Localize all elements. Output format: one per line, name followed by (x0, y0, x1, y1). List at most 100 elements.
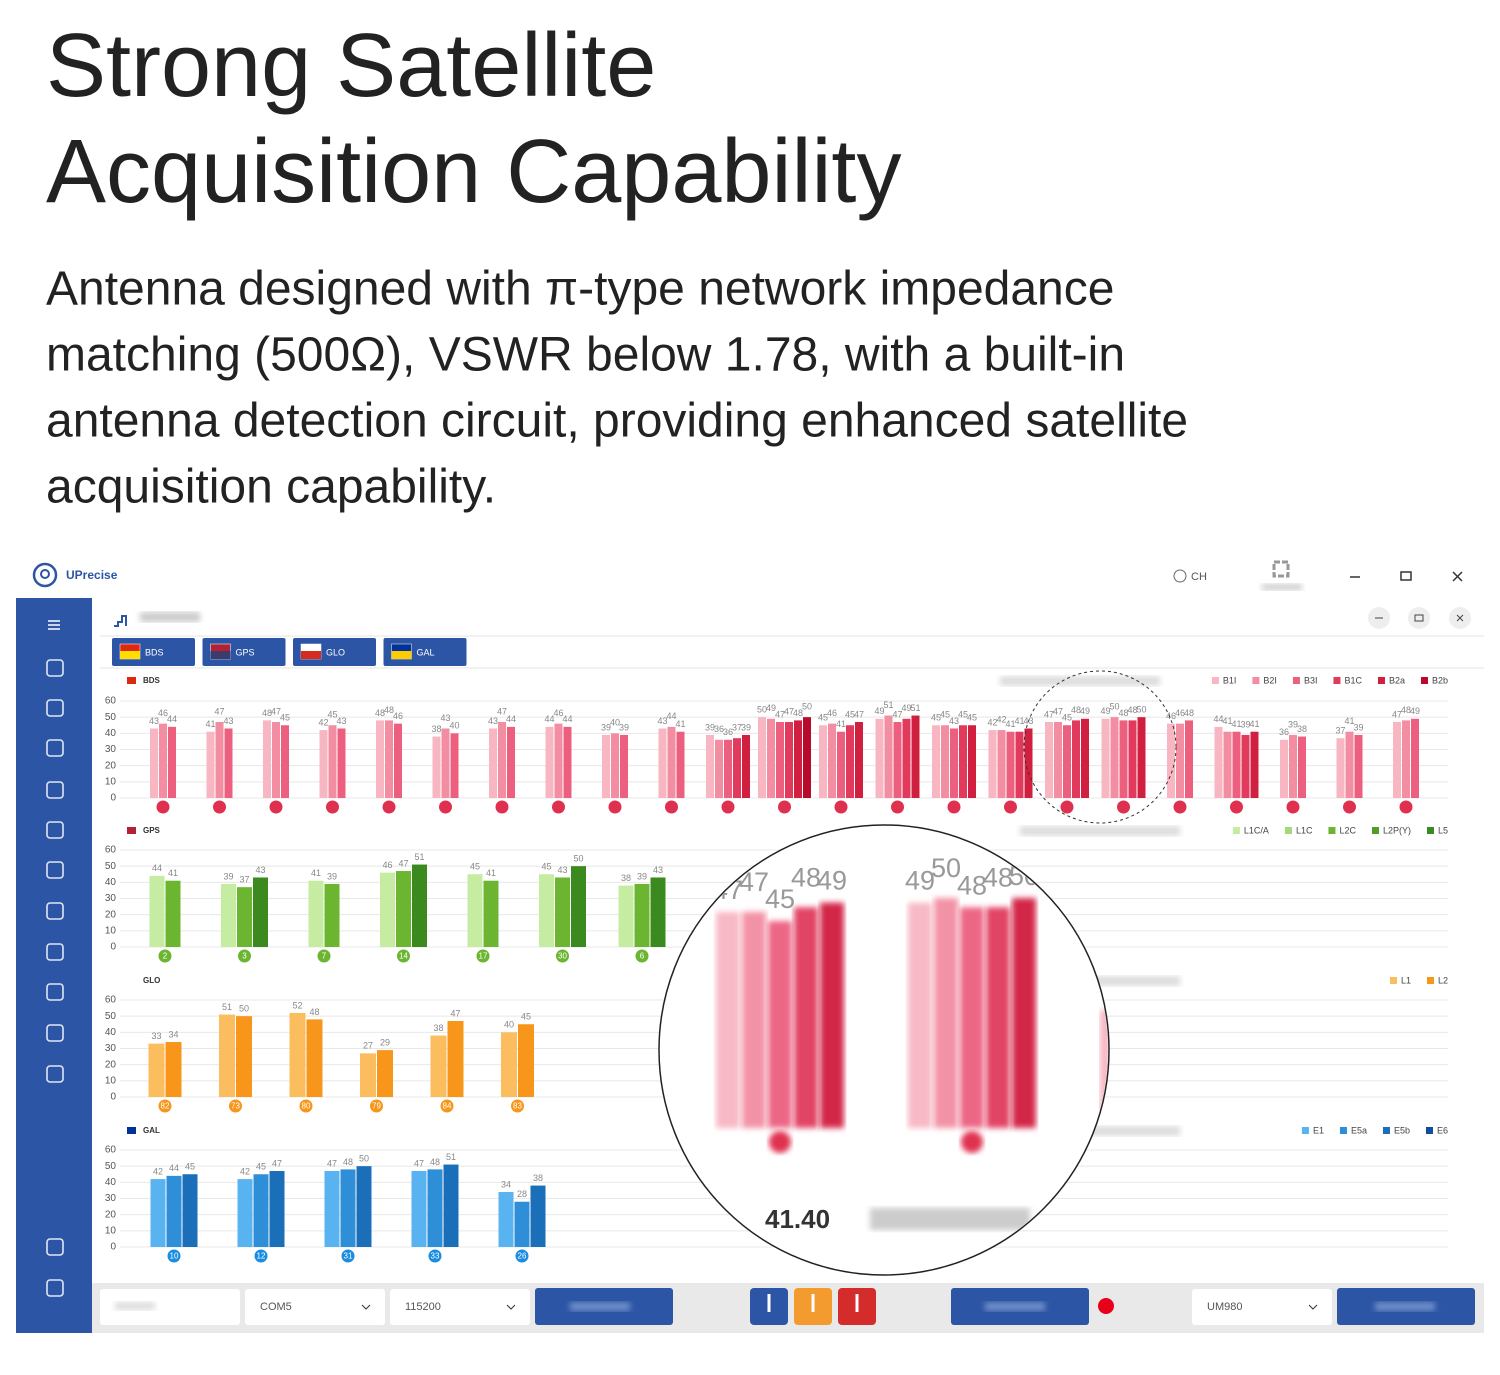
highlight-ring (1023, 670, 1177, 824)
value-label: 45 (940, 710, 950, 720)
bar (337, 728, 346, 798)
value-label: 48 (309, 1007, 319, 1017)
category-badge (156, 800, 170, 814)
input[interactable] (100, 1289, 240, 1325)
nav-icon[interactable] (46, 1024, 64, 1042)
panel-close[interactable] (1456, 614, 1464, 622)
bar (776, 722, 784, 798)
bar (272, 722, 280, 798)
nav-icon[interactable] (46, 739, 64, 757)
value-label: 36 (1279, 727, 1289, 737)
y-tick-label: 60 (105, 845, 117, 856)
flag (301, 651, 321, 659)
value-label: 45 (185, 1162, 195, 1172)
bar (908, 902, 932, 1128)
baud-select[interactable] (390, 1289, 530, 1325)
value-label: 48 (384, 705, 394, 715)
nav-icon[interactable] (46, 781, 64, 799)
bar (563, 726, 572, 798)
nav-icon[interactable] (46, 699, 64, 717)
value-label: 39 (705, 722, 715, 732)
value-label: 42 (996, 714, 1006, 724)
nav-icon[interactable] (46, 821, 64, 839)
nav-icon[interactable] (46, 861, 64, 879)
bar (618, 885, 634, 947)
category-badge (1343, 800, 1356, 814)
value-label: 41 (311, 868, 321, 878)
nav-icon[interactable] (46, 943, 64, 961)
bar (376, 720, 384, 798)
nav-icon[interactable] (46, 902, 64, 920)
value-label: 48 (957, 870, 987, 900)
nav-icon[interactable] (46, 1279, 64, 1297)
category-badge (167, 1249, 181, 1263)
value-label: 47 (775, 709, 785, 719)
value-label: 51 (446, 1152, 456, 1162)
bar (253, 1174, 269, 1247)
chart-title: BDS (143, 676, 161, 685)
nav-icon[interactable] (46, 659, 64, 677)
bar (289, 1012, 306, 1097)
value-label: 48 (375, 708, 385, 718)
value-label: 34 (168, 1029, 178, 1039)
value-label: 48 (1071, 705, 1081, 715)
grid-icon[interactable] (1272, 560, 1290, 578)
bar (1012, 898, 1036, 1128)
value-label: 36 (723, 727, 733, 737)
x-tick-label: 14 (399, 952, 408, 961)
y-tick-label: 0 (110, 942, 116, 953)
menu-icon[interactable] (48, 620, 60, 630)
y-tick-label: 50 (105, 1161, 117, 1172)
category-badge (608, 800, 622, 814)
value-label: 43 (657, 716, 667, 726)
bar (602, 734, 610, 798)
bar (611, 733, 619, 798)
bar (1101, 718, 1110, 798)
nav-icon[interactable] (46, 983, 64, 1001)
bar (1015, 731, 1024, 798)
y-tick-label: 30 (105, 1043, 117, 1054)
y-tick-label: 40 (105, 1027, 117, 1038)
blurred-text (140, 612, 200, 622)
value-label: 45 (256, 1162, 266, 1172)
bar (324, 883, 340, 947)
value-label: 46 (158, 708, 168, 718)
value-label: 37 (239, 875, 249, 885)
port-select[interactable] (245, 1289, 385, 1325)
restore-button[interactable] (1400, 571, 1412, 581)
close-button[interactable] (1452, 571, 1463, 582)
value-label: 47 (450, 1008, 460, 1018)
legend-label: B1C (1344, 675, 1362, 685)
value-label: 44 (506, 714, 516, 724)
value-label: 47 (784, 706, 794, 716)
x-tick-label: 17 (479, 952, 488, 961)
nav-icon[interactable] (46, 1238, 64, 1256)
chevron (1308, 1304, 1318, 1310)
legend-swatch (1292, 677, 1300, 684)
bar (224, 728, 233, 798)
description: acquisition capability. (46, 461, 496, 514)
bar (959, 725, 967, 798)
blurred-text (1375, 1302, 1435, 1311)
bar (165, 880, 181, 947)
model-select[interactable] (1192, 1289, 1332, 1325)
nav-icon[interactable] (46, 1065, 64, 1083)
language[interactable]: CH (1191, 571, 1207, 583)
panel-restore[interactable] (1408, 607, 1430, 629)
bar (571, 866, 586, 947)
panel-restore[interactable] (1414, 614, 1424, 622)
value-label: 50 (573, 854, 583, 864)
value-label: 28 (517, 1189, 527, 1199)
legend-label: L1C/A (1244, 825, 1269, 835)
bar (932, 725, 940, 798)
legend-label: L1 (1401, 975, 1411, 985)
blurred-text (870, 1208, 1030, 1230)
value-label: 47 (892, 709, 902, 719)
bar (1167, 723, 1175, 798)
value-label: 50 (802, 702, 812, 712)
bar (855, 722, 863, 798)
value-label: 44 (152, 863, 162, 873)
value-label: 45 (470, 862, 480, 872)
bar (441, 728, 450, 798)
category-badge (769, 1131, 791, 1153)
